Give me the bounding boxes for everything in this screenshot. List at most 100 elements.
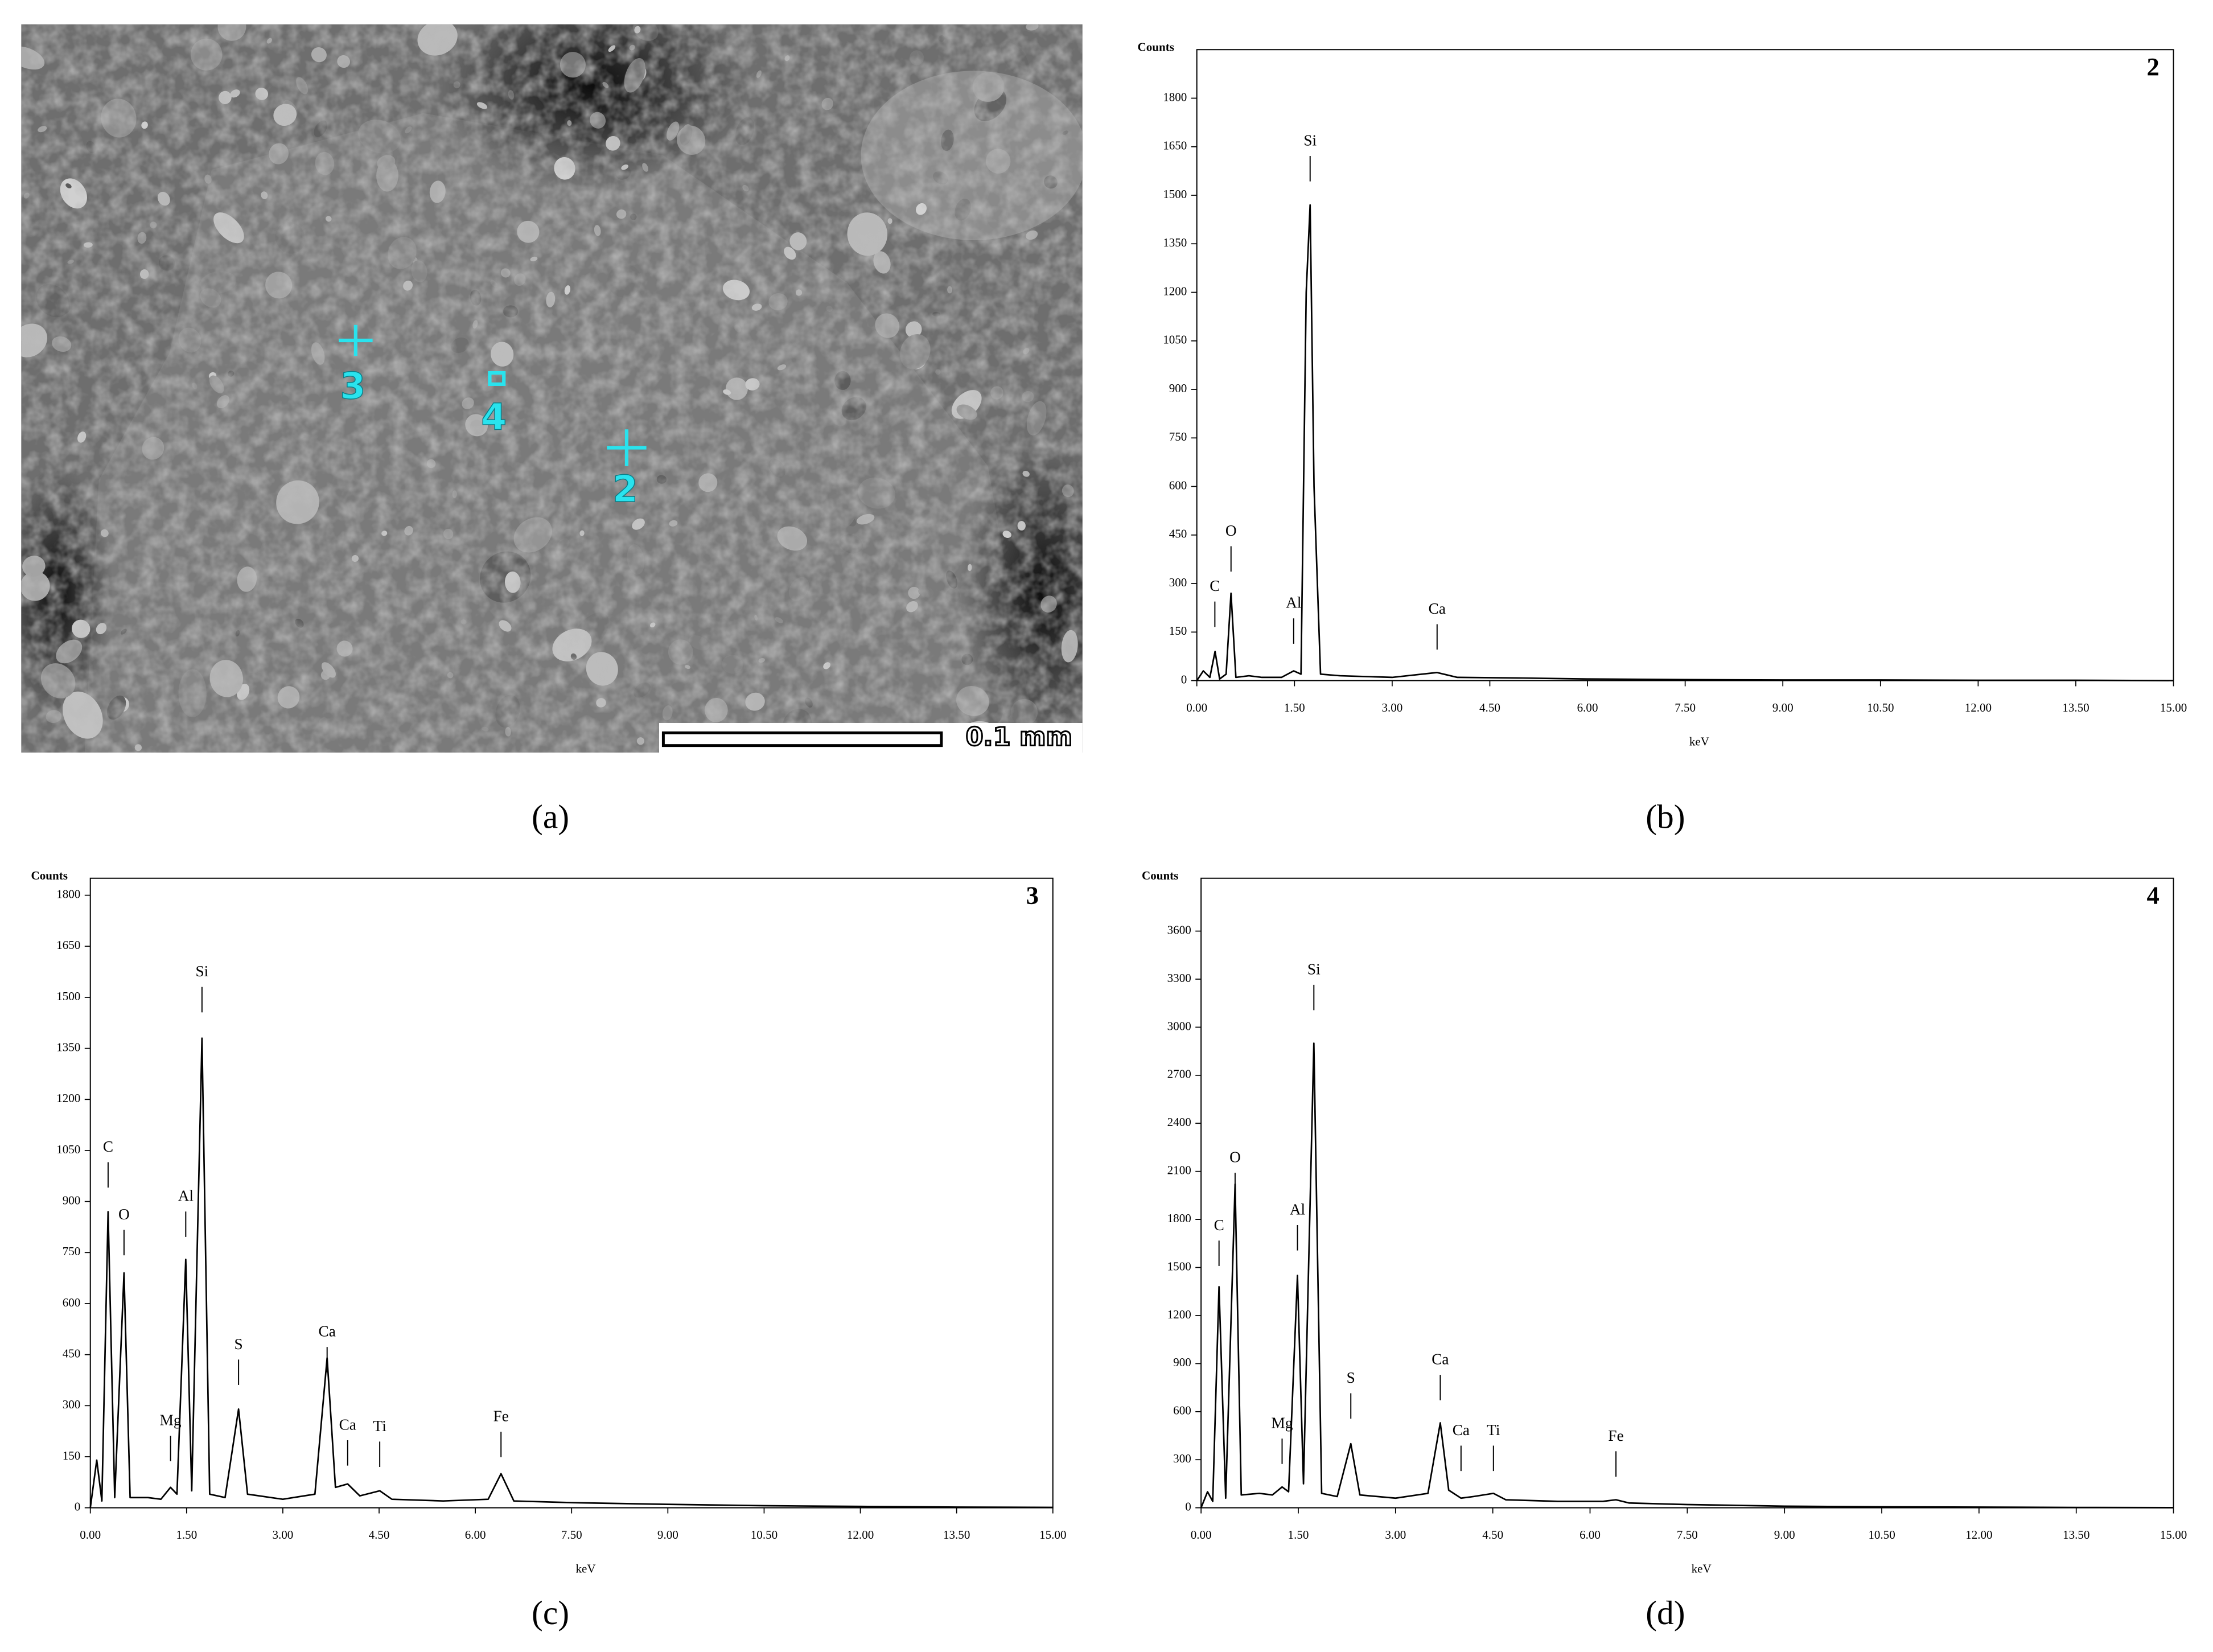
y-tick-label: 0 (1181, 672, 1187, 686)
peak-label: Al (1290, 1201, 1306, 1218)
peak-label: Ca (319, 1323, 336, 1340)
peak-label: C (1214, 1217, 1224, 1234)
y-axis-label: Counts (1142, 869, 1178, 882)
x-tick-label: 3.00 (272, 1528, 293, 1542)
peak-label: Ca (339, 1416, 356, 1433)
peak-label: Si (195, 963, 208, 980)
chart: 0 150 300 450 600 750 900 1050 1200 1350 1500 1650 1… (1138, 40, 2187, 749)
y-tick-label: 1500 (56, 989, 80, 1003)
x-tick-label: 9.00 (1772, 701, 1794, 714)
x-tick-label: 12.00 (1965, 701, 1992, 714)
y-tick-label: 900 (63, 1193, 81, 1207)
peak-label: Mg (160, 1412, 182, 1429)
chart: 0 150 300 450 600 750 900 1050 1200 1350 1500 1650 1… (31, 869, 1067, 1575)
x-tick-label: 9.00 (1774, 1528, 1795, 1542)
x-tick-label: 13.50 (943, 1528, 970, 1542)
y-tick-label: 1800 (56, 887, 80, 901)
x-axis-label: keV (1692, 1562, 1712, 1576)
y-tick-label: 1050 (56, 1143, 80, 1156)
x-tick-label: 4.50 (1479, 701, 1500, 714)
y-tick-label: 450 (63, 1346, 81, 1360)
plot-frame (1200, 877, 2174, 1509)
peak-label: Ti (373, 1417, 387, 1435)
x-tick-label: 3.00 (1381, 701, 1402, 714)
peak-label: Si (1303, 131, 1317, 149)
x-tick-label: 0.00 (1186, 701, 1207, 714)
peak-label: Ca (1429, 600, 1446, 617)
x-tick-label: 6.00 (1579, 1528, 1601, 1542)
box-marker (488, 371, 506, 386)
y-tick-label: 1200 (56, 1091, 80, 1105)
y-tick-label: 1500 (1163, 187, 1187, 201)
y-tick-label: 600 (1173, 1404, 1191, 1417)
caption: (b) (1646, 798, 1685, 836)
y-tick-label: 600 (63, 1296, 81, 1309)
x-tick-label: 6.00 (465, 1528, 486, 1542)
x-tick-label: 1.50 (176, 1528, 197, 1542)
peak-label: Al (178, 1187, 194, 1205)
x-tick-label: 7.50 (1677, 1528, 1698, 1542)
marker-label: 4 (481, 396, 507, 438)
y-tick-label: 3000 (1167, 1019, 1191, 1033)
peak-label: S (235, 1335, 243, 1353)
caption: (a) (532, 798, 569, 836)
x-axis-label: keV (575, 1562, 595, 1576)
y-tick-label: 1800 (1167, 1211, 1191, 1225)
caption: (d) (1646, 1594, 1685, 1632)
peak-label: O (1229, 1149, 1241, 1166)
x-tick-label: 4.50 (369, 1528, 390, 1542)
y-tick-label: 1650 (56, 938, 80, 952)
spectrum-line (1196, 204, 2174, 681)
y-tick-label: 1350 (1163, 236, 1187, 249)
peak-label: C (103, 1138, 113, 1155)
panel-label: 3 (1026, 881, 1039, 910)
peak-label: Mg (1272, 1415, 1293, 1432)
x-tick-label: 9.00 (657, 1528, 678, 1542)
texture (21, 24, 1083, 753)
peak-label: Ti (1487, 1421, 1500, 1439)
peak-label: Ca (1432, 1351, 1449, 1368)
x-tick-label: 12.00 (847, 1528, 874, 1542)
plot-frame (89, 877, 1054, 1509)
peak-label: S (1347, 1369, 1355, 1386)
y-tick-label: 2400 (1167, 1115, 1191, 1129)
x-tick-label: 7.50 (561, 1528, 582, 1542)
y-tick-label: 3600 (1167, 923, 1191, 936)
x-tick-label: 0.00 (1191, 1528, 1212, 1542)
x-axis-label: keV (1689, 735, 1709, 749)
x-tick-label: 10.50 (751, 1528, 778, 1542)
spectrum-line (89, 1037, 1053, 1509)
y-tick-label: 2100 (1167, 1164, 1191, 1177)
x-tick-label: 10.50 (1867, 701, 1894, 714)
x-tick-label: 13.50 (2062, 701, 2089, 714)
marker-label: 3 (340, 365, 365, 408)
y-tick-label: 150 (63, 1449, 81, 1462)
peak-label: Fe (1608, 1427, 1623, 1444)
y-tick-label: 300 (63, 1398, 81, 1411)
y-tick-label: 750 (63, 1244, 81, 1258)
x-tick-label: 10.50 (1868, 1528, 1895, 1542)
y-tick-label: 300 (1169, 576, 1187, 589)
caption: (c) (532, 1594, 569, 1632)
panel-label: 4 (2146, 881, 2159, 910)
x-tick-label: 15.00 (2160, 1528, 2187, 1542)
x-tick-label: 0.00 (80, 1528, 101, 1542)
chart: 0 300 600 900 1200 1500 1800 2100 2400 2700 3000 33… (1142, 869, 2187, 1575)
y-tick-label: 1500 (1167, 1259, 1191, 1273)
spectrum-line (1200, 1042, 2174, 1509)
scale-label: 0.1 mm (965, 722, 1072, 751)
y-tick-label: 1800 (1163, 90, 1187, 104)
peak-label: O (1225, 522, 1237, 539)
y-tick-label: 150 (1169, 624, 1187, 638)
scale-bar (661, 731, 943, 747)
micrograph: 3 4 2 0.1 mm (21, 24, 1083, 753)
y-axis-label: Counts (31, 869, 68, 882)
panel-label: 2 (2146, 52, 2159, 81)
peak-label: C (1210, 577, 1220, 594)
y-axis-label: Counts (1138, 40, 1174, 54)
y-tick-label: 1200 (1167, 1308, 1191, 1321)
y-tick-label: 300 (1173, 1452, 1191, 1465)
y-tick-label: 1350 (56, 1040, 80, 1054)
marker-label: 2 (612, 468, 638, 511)
